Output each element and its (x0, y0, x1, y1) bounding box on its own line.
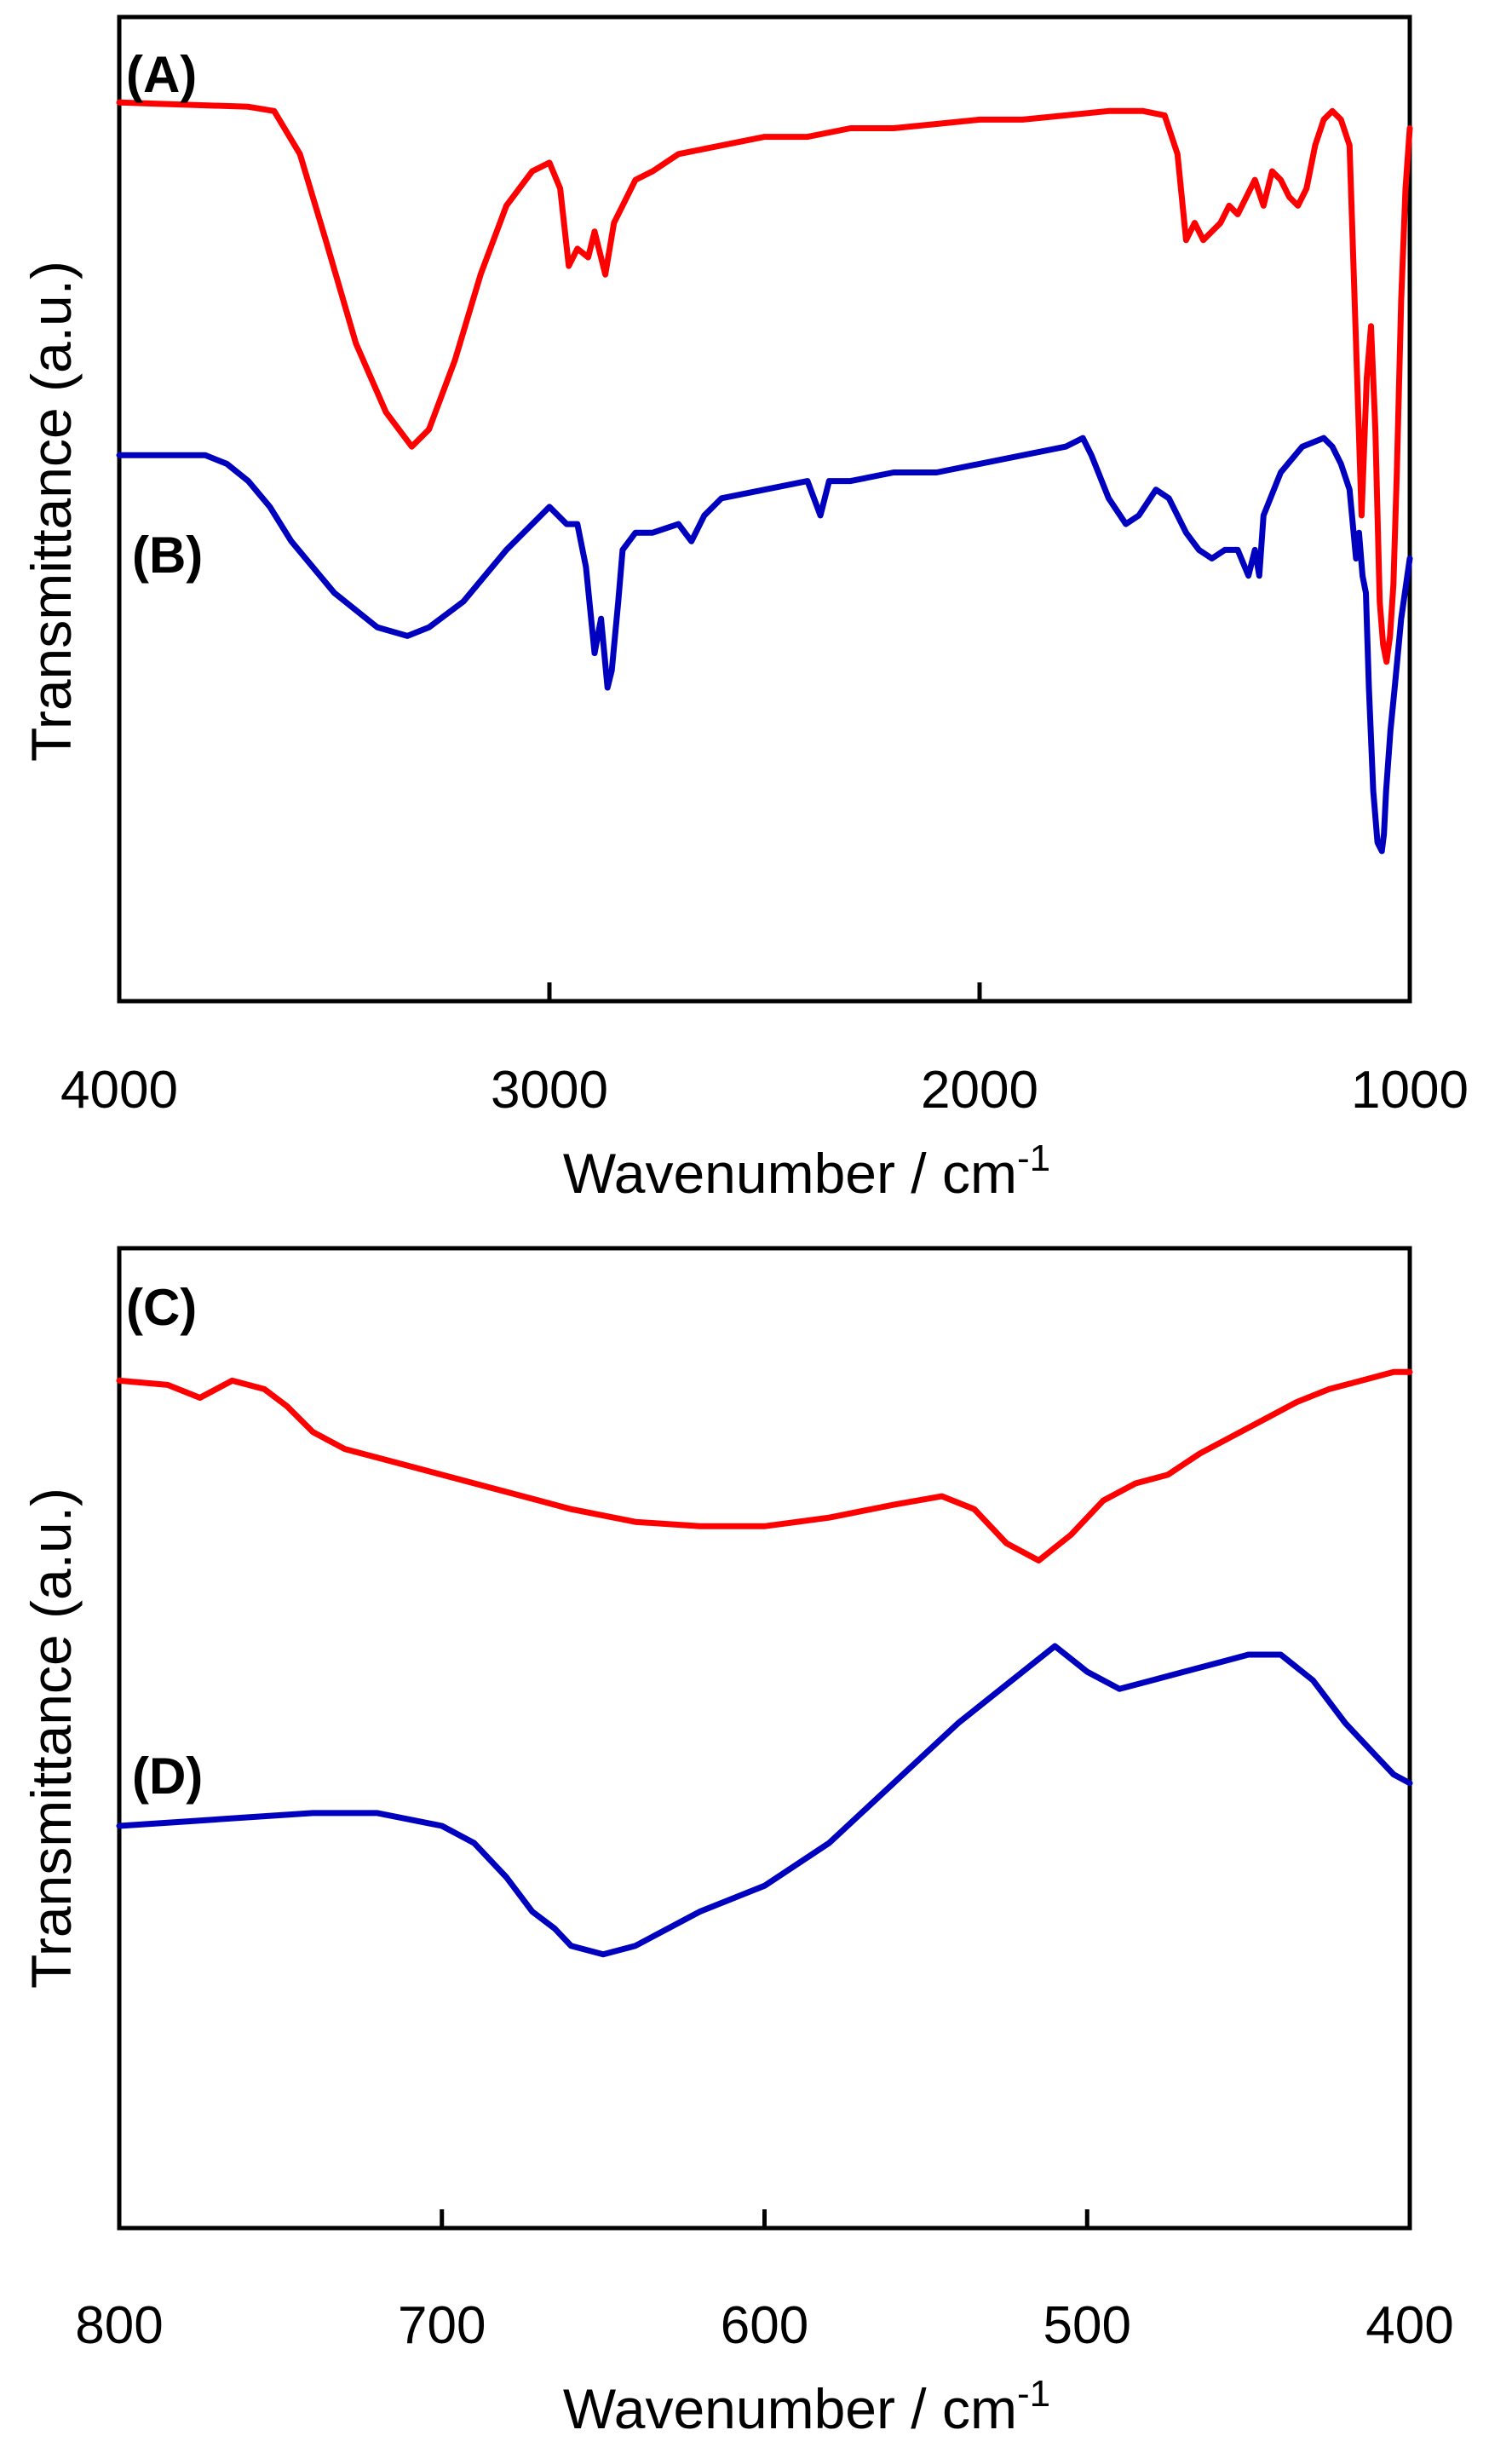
panel-top-xlabel-superscript: -1 (1017, 1137, 1050, 1179)
panel-bottom-xlabel: Wavenumber / cm-1 (563, 2373, 1050, 2440)
x-tick-label: 2000 (921, 1061, 1038, 1120)
panel-bottom-ylabel: Transmittance (a.u.) (20, 1488, 83, 1989)
series-line-b (116, 435, 1413, 855)
x-tick-label: 700 (398, 2296, 486, 2355)
panel-top: 4000 3000 2000 1000 (A) (B) Transmittance (… (20, 14, 1469, 1205)
panel-top-xlabel-text: Wavenumber / cm (563, 1142, 1017, 1205)
series-line-a (116, 99, 1413, 665)
x-tick-label: 600 (721, 2296, 808, 2355)
panel-bottom: 800 700 600 500 400 (C) (D) Transmittance (a… (20, 1246, 1454, 2440)
panel-bottom-xlabel-superscript: -1 (1017, 2373, 1050, 2415)
series-b-label: (B) (132, 527, 203, 584)
series-a-label: (A) (126, 46, 197, 103)
series-c-label: (C) (126, 1279, 197, 1336)
x-tick-label: 400 (1365, 2296, 1453, 2355)
series-line-c (116, 1368, 1413, 1563)
panel-top-ylabel: Transmittance (a.u.) (20, 261, 83, 762)
panel-top-xticks: 4000 3000 2000 1000 (60, 982, 1469, 1120)
series-line-d (116, 1643, 1413, 1958)
panel-bottom-xlabel-text: Wavenumber / cm (563, 2377, 1017, 2440)
panel-bottom-series (116, 1368, 1413, 1958)
x-tick-label: 500 (1043, 2296, 1131, 2355)
panel-bottom-xticks: 800 700 600 500 400 (75, 2209, 1454, 2355)
panel-bottom-frame (117, 1246, 1412, 2231)
panel-top-xlabel: Wavenumber / cm-1 (563, 1137, 1050, 1205)
panel-top-frame (117, 14, 1412, 1004)
x-tick-label: 1000 (1351, 1061, 1469, 1120)
series-d-label: (D) (132, 1748, 203, 1805)
x-tick-label: 800 (75, 2296, 163, 2355)
x-tick-label: 3000 (491, 1061, 608, 1120)
x-tick-label: 4000 (60, 1061, 178, 1120)
panel-top-series (116, 99, 1413, 855)
